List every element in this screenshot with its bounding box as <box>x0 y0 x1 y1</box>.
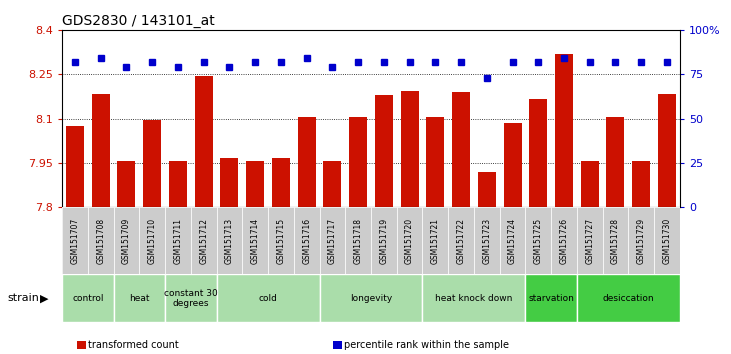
Text: GSM151721: GSM151721 <box>431 218 440 264</box>
Bar <box>452 92 470 207</box>
Text: constant 30
degrees: constant 30 degrees <box>164 289 218 308</box>
Bar <box>397 207 423 274</box>
Bar <box>165 274 216 322</box>
Bar <box>426 117 444 207</box>
Text: control: control <box>72 294 104 303</box>
Bar <box>577 274 680 322</box>
Bar <box>242 207 268 274</box>
Text: GSM151709: GSM151709 <box>122 218 131 264</box>
Bar <box>500 207 526 274</box>
Text: GSM151710: GSM151710 <box>148 218 156 264</box>
Text: cold: cold <box>259 294 278 303</box>
Bar <box>474 207 500 274</box>
Bar <box>323 161 341 207</box>
Text: GSM151713: GSM151713 <box>225 218 234 264</box>
Bar <box>371 207 397 274</box>
Text: longevity: longevity <box>350 294 392 303</box>
Bar <box>607 117 624 207</box>
Bar <box>143 120 162 207</box>
Text: GSM151719: GSM151719 <box>379 218 388 264</box>
Bar <box>423 274 526 322</box>
Text: GSM151711: GSM151711 <box>173 218 183 264</box>
Text: GSM151727: GSM151727 <box>586 218 594 264</box>
Text: GSM151729: GSM151729 <box>637 218 645 264</box>
Bar <box>529 99 548 207</box>
Text: strain: strain <box>7 293 39 303</box>
Text: GSM151722: GSM151722 <box>457 218 466 264</box>
Text: GSM151717: GSM151717 <box>328 218 337 264</box>
Text: GSM151707: GSM151707 <box>70 218 80 264</box>
Bar <box>221 159 238 207</box>
Bar <box>113 274 165 322</box>
Text: GSM151723: GSM151723 <box>482 218 491 264</box>
Bar <box>319 207 345 274</box>
Bar <box>113 207 140 274</box>
Bar <box>632 161 651 207</box>
Text: GSM151724: GSM151724 <box>508 218 517 264</box>
Text: desiccation: desiccation <box>602 294 654 303</box>
Bar <box>88 207 113 274</box>
Text: percentile rank within the sample: percentile rank within the sample <box>344 340 510 350</box>
Bar <box>246 161 264 207</box>
Text: GSM151726: GSM151726 <box>559 218 569 264</box>
Bar <box>602 207 629 274</box>
Text: GSM151716: GSM151716 <box>302 218 311 264</box>
Bar <box>91 93 110 207</box>
Bar <box>658 93 676 207</box>
Bar <box>62 274 113 322</box>
Bar <box>555 54 573 207</box>
Bar <box>526 274 577 322</box>
Text: starvation: starvation <box>529 294 574 303</box>
Bar <box>401 91 419 207</box>
Bar <box>375 95 393 207</box>
Text: ▶: ▶ <box>40 293 49 303</box>
Text: GSM151725: GSM151725 <box>534 218 543 264</box>
Bar <box>272 159 290 207</box>
Bar <box>577 207 602 274</box>
Bar <box>140 207 165 274</box>
Bar <box>118 161 135 207</box>
Bar <box>423 207 448 274</box>
Bar <box>165 207 191 274</box>
Text: GSM151718: GSM151718 <box>354 218 363 264</box>
Text: GSM151730: GSM151730 <box>662 218 672 264</box>
Text: GSM151715: GSM151715 <box>276 218 285 264</box>
Bar <box>504 123 521 207</box>
Bar <box>478 172 496 207</box>
Text: GSM151708: GSM151708 <box>96 218 105 264</box>
Bar <box>654 207 680 274</box>
Bar <box>62 207 88 274</box>
Bar <box>194 76 213 207</box>
Bar <box>349 117 367 207</box>
Text: GSM151720: GSM151720 <box>405 218 414 264</box>
Text: heat knock down: heat knock down <box>435 294 512 303</box>
Bar <box>169 161 187 207</box>
Text: transformed count: transformed count <box>88 340 179 350</box>
Text: heat: heat <box>129 294 150 303</box>
Bar <box>629 207 654 274</box>
Text: GSM151728: GSM151728 <box>611 218 620 264</box>
Bar <box>526 207 551 274</box>
Bar <box>66 126 84 207</box>
Text: GDS2830 / 143101_at: GDS2830 / 143101_at <box>62 14 215 28</box>
Bar <box>216 274 319 322</box>
Bar <box>580 161 599 207</box>
Bar <box>294 207 319 274</box>
Bar <box>191 207 216 274</box>
Bar <box>216 207 242 274</box>
Text: GSM151714: GSM151714 <box>251 218 260 264</box>
Bar <box>448 207 474 274</box>
Text: GSM151712: GSM151712 <box>199 218 208 264</box>
Bar <box>268 207 294 274</box>
Bar <box>345 207 371 274</box>
Bar <box>319 274 423 322</box>
Bar <box>298 117 316 207</box>
Bar <box>551 207 577 274</box>
